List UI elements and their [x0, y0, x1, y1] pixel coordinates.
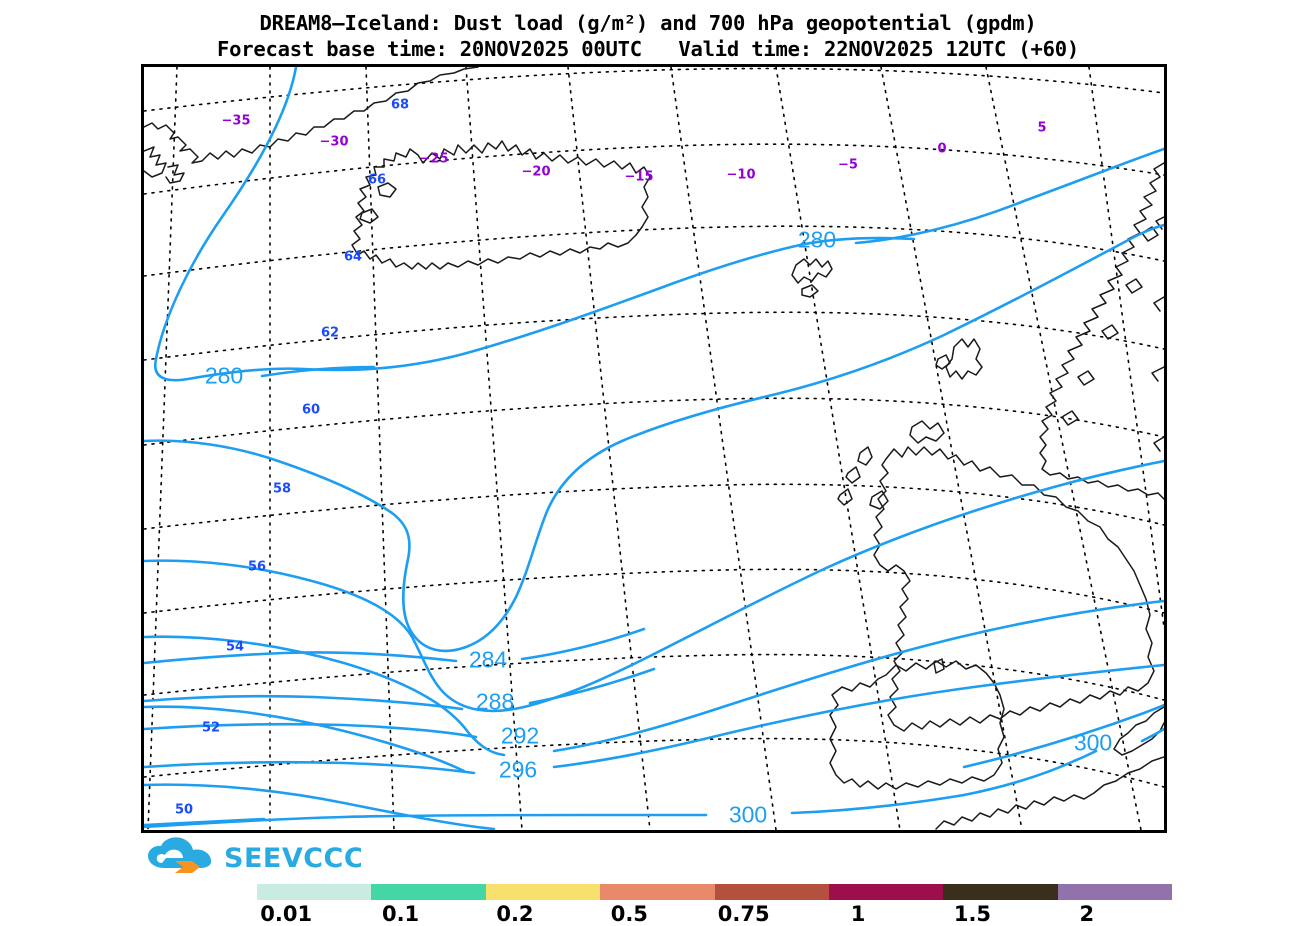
- colorbar-tick: 0.1: [381, 902, 420, 926]
- colorbar-segment: [943, 884, 1058, 900]
- contour-label: 300: [728, 801, 768, 828]
- logo-text: SEEVCCC: [224, 843, 361, 874]
- colorbar-segment: [714, 884, 829, 900]
- lat-label: 54: [225, 639, 245, 655]
- geopotential-contours: [144, 67, 1164, 830]
- colorbar-tick: 0.5: [610, 902, 648, 926]
- map-canvas: −35 −30 −25 −20 −15 −10 −5 0 5 68 66 64 62 60 58 56 54 5…: [141, 64, 1167, 833]
- page-title: DREAM8—Iceland: Dust load (g/m²) and 700…: [0, 10, 1296, 62]
- contour-label: 284: [468, 646, 508, 673]
- colorbar-strip: [257, 884, 1172, 900]
- lon-label: −5: [838, 157, 858, 173]
- lat-label: 60: [301, 402, 321, 418]
- lon-label: 5: [1037, 120, 1047, 136]
- contour-label: 292: [500, 722, 540, 749]
- logo-graphic: SEEVCCC: [148, 837, 361, 874]
- colorbar-tick: 2: [1079, 902, 1095, 926]
- colorbar-tick: 0.01: [260, 902, 313, 926]
- colorbar-tick: 0.75: [717, 902, 770, 926]
- lon-label: −15: [624, 169, 654, 185]
- colorbar: 0.01 0.1 0.2 0.5 0.75 1 1.5 2: [0, 884, 1296, 926]
- lon-label: −25: [419, 151, 449, 167]
- contour-label: 288: [475, 688, 515, 715]
- lat-label: 50: [174, 802, 194, 818]
- contour-label: 280: [204, 362, 244, 389]
- colorbar-tick: 1.5: [953, 902, 992, 926]
- lon-label: −30: [319, 134, 349, 150]
- contour-label: 300: [1073, 729, 1113, 756]
- colorbar-segment: [600, 884, 715, 900]
- colorbar-segment: [485, 884, 601, 900]
- title-line-1: DREAM8—Iceland: Dust load (g/m²) and 700…: [259, 11, 1037, 35]
- lon-label: −35: [221, 113, 251, 129]
- contour-label: 296: [498, 756, 538, 783]
- lat-label: 56: [247, 559, 267, 575]
- arrow-icon: [175, 861, 200, 873]
- map-graphics: [144, 67, 1164, 830]
- lat-label: 62: [320, 325, 340, 341]
- seevccc-logo: SEEVCCC: [146, 836, 361, 878]
- lat-label: 52: [201, 720, 221, 736]
- coastlines: [144, 67, 1164, 830]
- lat-label: 68: [390, 97, 410, 113]
- lon-label: −20: [521, 164, 551, 180]
- colorbar-tick: 1: [850, 902, 866, 926]
- lat-label: 66: [367, 172, 387, 188]
- title-line-2: Forecast base time: 20NOV2025 00UTC Vali…: [216, 37, 1080, 61]
- colorbar-tick: 0.2: [496, 902, 534, 926]
- lon-label: 0: [937, 141, 947, 157]
- lat-label: 64: [343, 249, 363, 265]
- colorbar-segment: [828, 884, 944, 900]
- colorbar-segment: [257, 884, 372, 900]
- cloud-icon: [148, 837, 212, 868]
- lat-label: 58: [272, 481, 292, 497]
- contour-label: 280: [797, 226, 837, 253]
- lon-label: −10: [726, 167, 756, 183]
- colorbar-segment: [371, 884, 486, 900]
- colorbar-tick-labels: 0.01 0.1 0.2 0.5 0.75 1 1.5 2: [0, 902, 1296, 926]
- graticule-lines: [144, 67, 1164, 830]
- colorbar-segment: [1057, 884, 1172, 900]
